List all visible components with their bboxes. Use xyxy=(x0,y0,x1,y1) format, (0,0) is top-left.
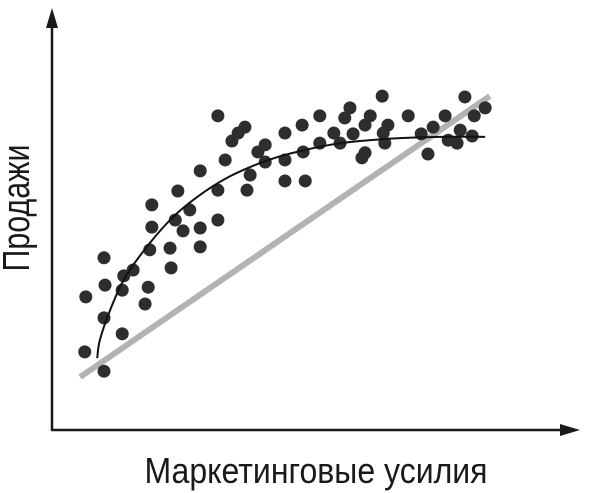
data-point xyxy=(327,126,341,140)
data-point xyxy=(193,240,207,254)
data-point xyxy=(238,120,252,134)
data-point xyxy=(164,261,178,275)
data-point xyxy=(414,127,428,141)
data-point xyxy=(193,221,207,235)
data-point xyxy=(450,136,464,150)
data-point xyxy=(97,364,111,378)
data-point xyxy=(381,118,395,132)
axes xyxy=(46,8,580,436)
plot-area xyxy=(78,89,492,380)
data-point xyxy=(338,111,352,125)
trend-curve xyxy=(96,135,486,359)
data-point xyxy=(375,89,389,103)
y-axis-arrow xyxy=(46,8,58,28)
data-point xyxy=(193,164,207,178)
data-point xyxy=(145,220,159,234)
data-point xyxy=(176,224,190,238)
data-point xyxy=(313,109,327,123)
data-point xyxy=(115,327,129,341)
data-point xyxy=(78,345,92,359)
data-point xyxy=(458,90,472,104)
data-point xyxy=(163,241,177,255)
data-point xyxy=(183,203,197,217)
data-point xyxy=(421,147,435,161)
data-point xyxy=(258,138,272,152)
data-point xyxy=(171,184,185,198)
data-point xyxy=(453,123,467,137)
data-point xyxy=(211,213,225,227)
data-point xyxy=(141,280,155,294)
data-point xyxy=(211,109,225,123)
data-point xyxy=(478,101,492,115)
data-point xyxy=(363,109,377,123)
data-point xyxy=(298,174,312,188)
data-point xyxy=(346,127,360,141)
data-point xyxy=(278,174,292,188)
data-point xyxy=(343,101,357,115)
data-point xyxy=(79,290,93,304)
data-point xyxy=(98,278,112,292)
data-point xyxy=(211,183,225,197)
data-point xyxy=(240,183,254,197)
data-point xyxy=(243,168,257,182)
data-point xyxy=(115,283,129,297)
data-point xyxy=(97,311,111,325)
linear-trend-line xyxy=(78,93,492,380)
data-point xyxy=(438,109,452,123)
data-point xyxy=(126,263,140,277)
data-point xyxy=(278,126,292,140)
y-axis-label: Продажи xyxy=(0,145,38,272)
data-point xyxy=(138,297,152,311)
data-point xyxy=(426,120,440,134)
data-point xyxy=(145,198,159,212)
data-point xyxy=(358,146,372,160)
data-point xyxy=(218,153,232,167)
x-axis-arrow xyxy=(560,424,580,436)
scatter-points xyxy=(78,89,492,378)
data-point xyxy=(467,109,481,123)
data-point xyxy=(295,118,309,132)
data-point xyxy=(401,109,415,123)
x-axis-label: Маркетинговые усилия xyxy=(144,451,487,491)
data-point xyxy=(97,251,111,265)
